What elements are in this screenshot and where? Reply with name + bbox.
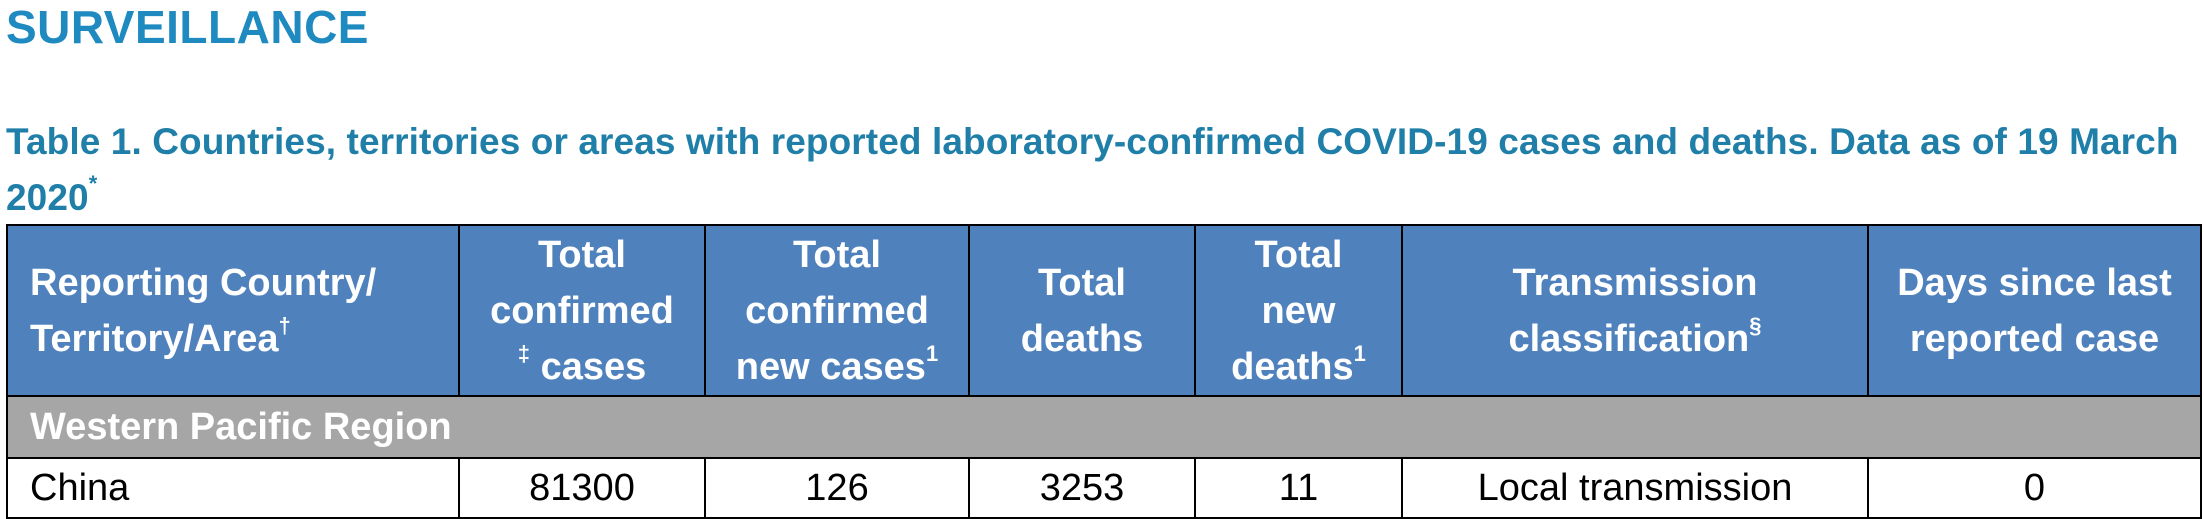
header-transmission-classification: Transmission classification§ [1401,224,1869,397]
header-days-since-last-case: Days since last reported case [1867,224,2202,397]
cases-table: Reporting Country/Territory/Area† Total c… [6,224,2202,519]
header-total-confirmed-cases: Total confirmed ‡ cases [458,224,706,397]
region-row: Western Pacific Region [6,395,2202,459]
header-total-new-deaths: Total new deaths1 [1194,224,1403,397]
cell-total-confirmed: 81300 [458,457,706,519]
section-heading: SURVEILLANCE [6,1,369,53]
cell-new-deaths: 11 [1194,457,1403,519]
region-label: Western Pacific Region [6,395,2202,459]
cell-new-cases: 126 [704,457,970,519]
cell-days-since: 0 [1867,457,2202,519]
header-total-deaths: Total deaths [968,224,1196,397]
cell-deaths: 3253 [968,457,1196,519]
table-header-row: Reporting Country/Territory/Area† Total c… [6,224,2202,397]
header-total-confirmed-new-cases: Total confirmed new cases1 [704,224,970,397]
table-caption-text: Table 1. Countries, territories or areas… [6,121,2179,218]
table-caption: Table 1. Countries, territories or areas… [6,114,2201,226]
header-reporting-country: Reporting Country/Territory/Area† [6,224,460,397]
cell-country: China [6,457,460,519]
table-row: China 81300 126 3253 11 Local transmissi… [6,457,2202,519]
cell-transmission: Local transmission [1401,457,1869,519]
caption-footnote-mark: * [88,170,98,196]
